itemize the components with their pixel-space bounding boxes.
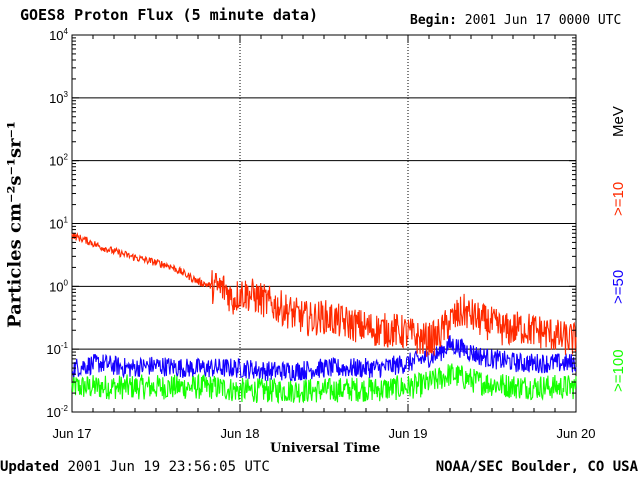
y-tick-exponent: 4 <box>64 27 69 36</box>
x-tick-label: Jun 20 <box>556 426 595 441</box>
updated-value: 2001 Jun 19 23:56:05 UTC <box>67 459 270 475</box>
x-tick-label: Jun 17 <box>52 426 91 441</box>
y-tick-label: 10-1 <box>46 341 68 357</box>
series-layer <box>71 232 577 404</box>
y-tick-label: 100 <box>49 278 68 294</box>
x-tick-label: Jun 19 <box>388 426 427 441</box>
y-tick-exponent: 1 <box>64 216 69 225</box>
chart-title: GOES8 Proton Flux (5 minute data) <box>20 6 319 24</box>
y-tick-label: 10-2 <box>46 404 68 420</box>
x-tick-label: Jun 18 <box>220 426 259 441</box>
series-line-ge50 <box>71 335 577 382</box>
y-tick-exponent: -2 <box>61 404 69 413</box>
series-line-ge10 <box>71 232 577 357</box>
y-tick-label: 103 <box>49 90 68 106</box>
y-tick-exponent: 3 <box>64 90 69 99</box>
begin-value: 2001 Jun 17 0000 UTC <box>464 13 622 28</box>
y-tick-exponent: 2 <box>64 153 69 162</box>
y-tick-label: 104 <box>49 27 68 43</box>
grid <box>72 35 576 412</box>
begin-timestamp: Begin: 2001 Jun 17 0000 UTC <box>410 13 621 28</box>
credit-text: NOAA/SEC Boulder, CO USA <box>435 459 638 475</box>
y-tick-exponent: 0 <box>64 278 69 287</box>
begin-label: Begin: <box>410 13 457 28</box>
y-tick-label: 101 <box>49 216 68 232</box>
legend-ge100: >=100 <box>610 349 627 392</box>
series-line-ge100 <box>71 363 577 404</box>
x-axis-label: Universal Time <box>270 441 381 456</box>
legend-ge50: >=50 <box>610 269 627 304</box>
legend-ge10: >=10 <box>610 181 627 216</box>
updated-label: Updated <box>0 459 60 475</box>
y-tick-exponent: -1 <box>61 341 69 350</box>
updated-timestamp: Updated 2001 Jun 19 23:56:05 UTC <box>0 459 270 475</box>
y-tick-label: 102 <box>49 153 68 169</box>
legend-unit: MeV <box>610 106 627 137</box>
